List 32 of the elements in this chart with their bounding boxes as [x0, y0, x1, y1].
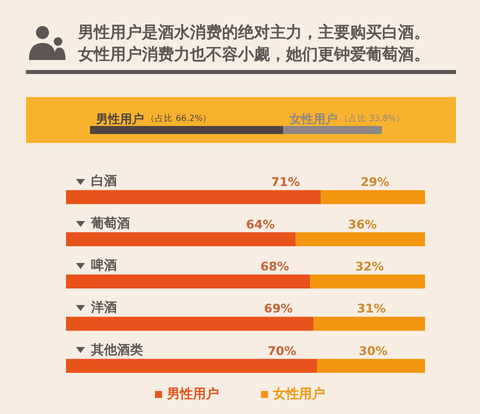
data-label: 69% — [264, 302, 293, 316]
data-label: 64% — [246, 217, 275, 232]
bar — [66, 232, 296, 246]
y-tick-label: 啤酒 — [91, 258, 117, 274]
series-label: 女性用户 — [288, 112, 338, 126]
data-label: （占比 66.2%） — [146, 113, 212, 124]
bar — [66, 316, 314, 331]
data-label: 68% — [260, 260, 290, 274]
y-tick-label: 洋酒 — [90, 300, 117, 316]
data-label: 36% — [348, 217, 377, 232]
data-label: 30% — [358, 344, 388, 358]
data-label: 70% — [268, 344, 296, 358]
bar — [296, 232, 425, 246]
data-label: 71% — [271, 175, 300, 190]
bar — [317, 358, 425, 373]
data-label: 32% — [355, 260, 384, 274]
bar — [66, 190, 321, 204]
y-tick-label: 白酒 — [91, 173, 117, 190]
y-tick-label: 其他酒类 — [90, 342, 143, 358]
series-label: 男性用户 — [95, 112, 144, 126]
data-label: 31% — [356, 302, 386, 316]
bar — [314, 316, 425, 331]
legend-label: 女性用户 — [272, 386, 325, 402]
legend-label: 男性用户 — [166, 386, 219, 402]
bar — [310, 274, 425, 288]
y-tick-label: 葡萄酒 — [90, 215, 130, 232]
bar — [320, 190, 425, 204]
data-label: 29% — [360, 175, 390, 190]
chart-title: 男性用户是酒水消费的绝对主力，主要购买白酒。女性用户消费力也不容小觑，她们更钟爱葡萄酒。 — [77, 22, 430, 64]
bar — [66, 274, 310, 288]
bar — [66, 358, 318, 373]
data-label: （占比 33.8%） — [339, 113, 406, 124]
